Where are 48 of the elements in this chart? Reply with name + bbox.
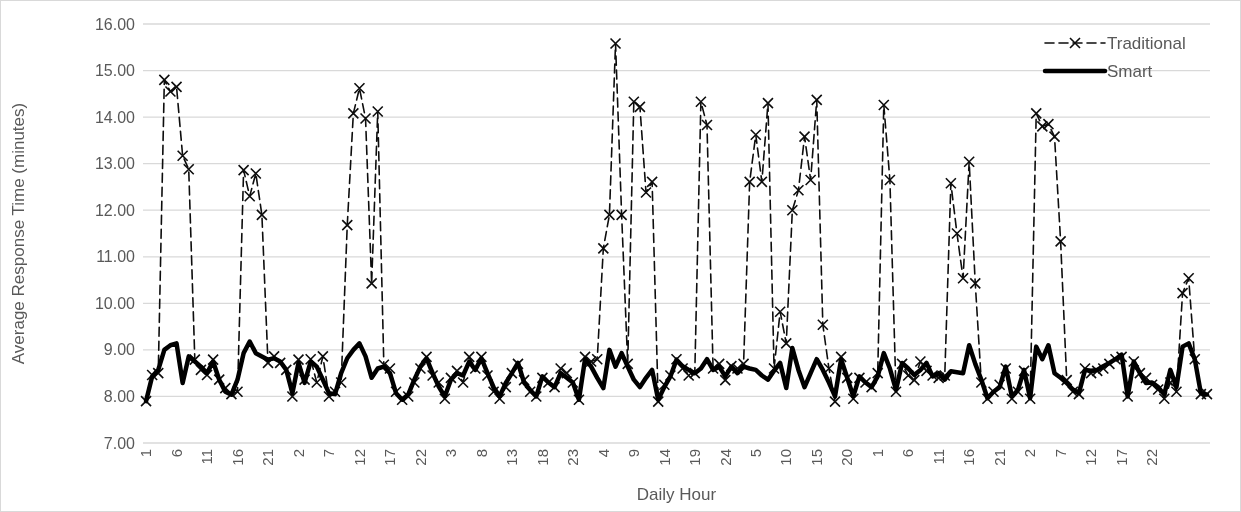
x-tick-label: 16 (228, 449, 246, 466)
x-tick-label: 2 (1021, 449, 1039, 458)
x-tick-label: 13 (503, 449, 521, 466)
x-axis-title: Daily Hour (636, 485, 717, 504)
x-tick-label: 20 (838, 449, 856, 466)
legend-label: Traditional (1107, 33, 1186, 53)
x-tick-label: 18 (533, 449, 551, 466)
x-tick-label: 15 (807, 449, 825, 466)
y-tick-label: 16.00 (94, 15, 136, 33)
x-tick-label: 24 (716, 449, 734, 466)
x-tick-label: 21 (259, 449, 277, 466)
x-tick-label: 12 (1082, 449, 1100, 466)
x-tick-label: 11 (929, 449, 947, 465)
y-tick-label: 11.00 (96, 248, 136, 266)
x-tick-label: 9 (625, 449, 643, 458)
x-tick-label: 21 (990, 449, 1008, 466)
x-tick-label: 8 (472, 449, 490, 458)
y-tick-label: 13.00 (94, 155, 136, 173)
x-tick-label: 23 (564, 449, 582, 466)
x-tick-label: 22 (1143, 449, 1161, 466)
x-tick-label: 2 (289, 449, 307, 458)
y-axis-title: Average Response Time (minutes) (9, 102, 28, 365)
x-tick-label: 22 (411, 449, 429, 466)
legend-label: Smart (1107, 61, 1153, 81)
y-tick-label: 8.00 (103, 388, 136, 406)
y-tick-label: 14.00 (94, 108, 136, 126)
x-tick-label: 12 (350, 449, 368, 466)
x-tick-label: 1 (868, 449, 886, 458)
y-tick-label: 9.00 (103, 341, 136, 359)
x-tick-label: 5 (747, 449, 765, 458)
x-tick-label: 14 (655, 449, 673, 466)
x-tick-label: 10 (777, 449, 795, 466)
x-tick-label: 7 (1051, 449, 1069, 458)
x-tick-label: 1 (137, 449, 155, 458)
x-tick-label: 6 (167, 449, 185, 458)
x-tick-label: 4 (594, 449, 612, 458)
x-tick-label: 16 (960, 449, 978, 466)
x-tick-label: 6 (899, 449, 917, 458)
y-tick-label: 7.00 (103, 434, 136, 452)
y-tick-label: 10.00 (94, 294, 136, 312)
y-tick-label: 15.00 (94, 62, 136, 80)
x-tick-label: 7 (320, 449, 338, 458)
x-tick-label: 3 (442, 449, 460, 458)
x-tick-label: 17 (1112, 449, 1130, 466)
x-tick-label: 11 (198, 449, 216, 465)
x-tick-label: 19 (686, 449, 704, 466)
x-tick-label: 17 (381, 449, 399, 466)
y-tick-label: 12.00 (94, 201, 136, 219)
